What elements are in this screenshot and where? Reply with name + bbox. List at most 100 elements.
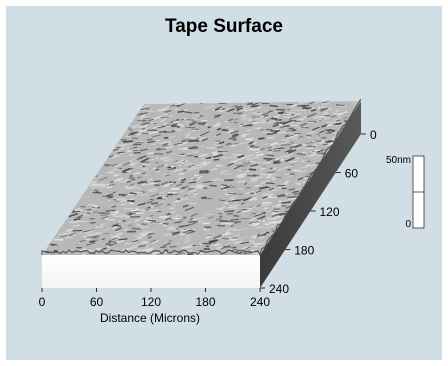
surface-texture-stroke xyxy=(131,240,139,243)
surface-texture-stroke xyxy=(226,108,235,113)
z-scale-bar: 50nm 0 xyxy=(386,155,425,230)
surface-texture-stroke xyxy=(177,110,186,114)
surface-texture-stroke xyxy=(248,168,257,171)
surface-texture-stroke xyxy=(274,157,283,160)
surface-texture-stroke xyxy=(249,197,254,200)
surface-texture-stroke xyxy=(169,211,176,215)
surface-texture-stroke xyxy=(131,137,139,140)
surface-texture-stroke xyxy=(212,234,222,240)
surface-texture-stroke xyxy=(227,162,234,167)
surface-texture-stroke xyxy=(237,227,248,231)
surface-texture-stroke xyxy=(69,220,79,224)
surface-texture-stroke xyxy=(196,187,206,190)
surface-texture-stroke xyxy=(250,192,259,196)
surface-texture-stroke xyxy=(89,183,96,187)
surface-texture-stroke xyxy=(77,214,84,218)
surface-texture-stroke xyxy=(140,116,149,120)
surface-texture-stroke xyxy=(108,237,118,242)
surface-texture-stroke xyxy=(162,144,169,148)
surface-texture-stroke xyxy=(267,136,275,140)
surface-texture-stroke xyxy=(247,148,253,151)
surface-texture-stroke xyxy=(262,201,273,204)
surface-texture-stroke xyxy=(183,240,191,243)
surface-texture-stroke xyxy=(315,153,324,158)
surface-texture-stroke xyxy=(313,116,319,119)
surface-texture-stroke xyxy=(196,177,200,181)
surface-texture-stroke xyxy=(166,228,177,230)
surface-texture-stroke xyxy=(326,123,332,127)
surface-texture-stroke xyxy=(257,233,266,238)
surface-texture-stroke xyxy=(233,240,243,245)
surface-texture-stroke xyxy=(111,212,119,217)
surface-texture-stroke xyxy=(202,222,210,225)
surface-texture-stroke xyxy=(286,128,296,133)
surface-texture-stroke xyxy=(130,131,139,135)
surface-texture-stroke xyxy=(150,167,158,170)
surface-texture-stroke xyxy=(108,210,113,213)
surface-texture-stroke xyxy=(218,164,224,167)
surface-texture-stroke xyxy=(229,101,238,104)
surface-texture-stroke xyxy=(232,133,239,137)
surface-texture-stroke xyxy=(139,148,148,152)
surface-front-edge xyxy=(41,98,362,258)
surface-texture-stroke xyxy=(172,231,180,236)
surface-texture-stroke xyxy=(115,197,125,201)
surface-texture-stroke xyxy=(177,176,183,179)
surface-texture-stroke xyxy=(253,166,264,169)
surface-texture-stroke xyxy=(245,169,251,173)
surface-texture-stroke xyxy=(162,195,168,197)
surface-texture-stroke xyxy=(317,105,324,110)
surface-texture-stroke xyxy=(187,153,194,155)
surface-texture-stroke xyxy=(161,173,167,176)
surface-texture-stroke xyxy=(238,237,243,240)
surface-texture-stroke xyxy=(65,229,73,233)
surface-texture-stroke xyxy=(230,224,234,228)
surface-texture-stroke xyxy=(194,174,199,177)
surface-texture-stroke xyxy=(107,197,116,202)
surface-texture-stroke xyxy=(219,169,228,175)
surface-texture-stroke xyxy=(218,205,226,211)
surface-texture-stroke xyxy=(174,129,183,131)
surface-texture-stroke xyxy=(249,217,256,222)
surface-texture-stroke xyxy=(356,101,361,102)
surface-texture-stroke xyxy=(74,207,81,212)
surface-texture-stroke xyxy=(322,143,329,146)
surface-texture-stroke xyxy=(126,221,132,224)
surface-texture-stroke xyxy=(200,153,209,157)
surface-texture-stroke xyxy=(207,216,214,219)
surface-texture-stroke xyxy=(176,159,185,164)
surface-texture-stroke xyxy=(288,188,296,191)
surface-texture-stroke xyxy=(141,163,151,166)
surface-texture-stroke xyxy=(258,231,267,236)
surface-texture-stroke xyxy=(78,247,87,252)
surface-texture-stroke xyxy=(155,203,164,207)
surface-texture-stroke xyxy=(163,145,173,149)
surface-texture-stroke xyxy=(108,183,116,186)
surface-texture-stroke xyxy=(298,135,304,138)
x-axis-label: Distance (Microns) xyxy=(100,311,200,325)
surface-texture-stroke xyxy=(277,131,288,134)
surface-texture-stroke xyxy=(265,221,274,226)
surface-texture-stroke xyxy=(167,167,176,171)
surface-texture-stroke xyxy=(84,230,93,235)
surface-texture-stroke xyxy=(153,180,162,183)
surface-texture-stroke xyxy=(169,215,179,220)
surface-texture-stroke xyxy=(245,137,254,140)
surface-texture-stroke xyxy=(199,114,203,118)
surface-texture-stroke xyxy=(202,180,213,184)
surface-texture-stroke xyxy=(186,154,194,157)
surface-texture-stroke xyxy=(177,177,185,181)
surface-texture-stroke xyxy=(288,149,297,154)
surface-texture-stroke xyxy=(219,148,225,152)
surface-texture-stroke xyxy=(140,231,149,236)
surface-texture-stroke xyxy=(139,128,149,133)
surface-texture-stroke xyxy=(261,226,271,229)
surface-texture-stroke xyxy=(284,180,290,183)
surface-texture-stroke xyxy=(241,246,248,250)
surface-texture-stroke xyxy=(113,231,123,237)
surface-texture-stroke xyxy=(297,177,304,181)
surface-texture-stroke xyxy=(189,189,198,193)
surface-texture-stroke xyxy=(243,182,248,186)
surface-texture-stroke xyxy=(256,204,262,207)
surface-texture-stroke xyxy=(175,183,182,187)
